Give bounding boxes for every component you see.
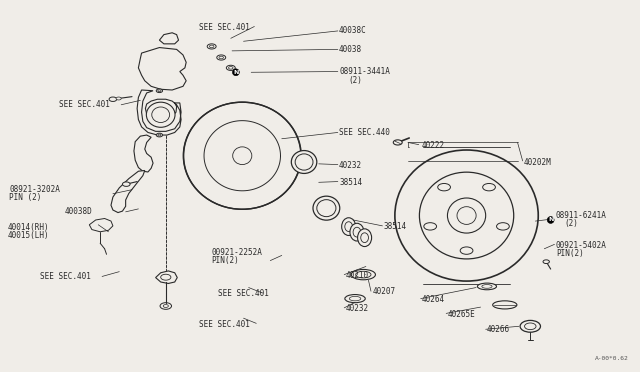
- Text: SEE SEC.401: SEE SEC.401: [40, 272, 90, 281]
- Circle shape: [228, 67, 233, 69]
- Text: 08911-6241A: 08911-6241A: [556, 211, 607, 220]
- Polygon shape: [159, 33, 179, 44]
- Ellipse shape: [317, 200, 336, 217]
- Circle shape: [207, 44, 216, 49]
- Text: N: N: [233, 70, 239, 75]
- Text: 40015(LH): 40015(LH): [8, 231, 49, 240]
- Text: 08921-3202A: 08921-3202A: [9, 185, 60, 194]
- Ellipse shape: [351, 269, 376, 280]
- Text: 40202M: 40202M: [524, 157, 552, 167]
- Ellipse shape: [342, 218, 356, 235]
- Text: 40222: 40222: [422, 141, 445, 150]
- Ellipse shape: [419, 172, 514, 259]
- Ellipse shape: [353, 227, 361, 237]
- Circle shape: [438, 183, 451, 191]
- Circle shape: [217, 55, 226, 60]
- Polygon shape: [138, 48, 186, 90]
- Polygon shape: [90, 218, 113, 232]
- Text: PIN(2): PIN(2): [556, 249, 584, 258]
- Circle shape: [161, 274, 171, 280]
- Circle shape: [116, 97, 121, 100]
- Text: SEE SEC.440: SEE SEC.440: [339, 128, 390, 137]
- Circle shape: [525, 323, 536, 330]
- Text: 40038: 40038: [339, 45, 362, 54]
- Text: (2): (2): [349, 76, 362, 85]
- Polygon shape: [137, 90, 181, 135]
- Ellipse shape: [147, 102, 175, 127]
- Ellipse shape: [477, 283, 497, 290]
- Ellipse shape: [358, 229, 372, 247]
- Circle shape: [158, 90, 161, 92]
- Text: SEE SEC.401: SEE SEC.401: [199, 23, 250, 32]
- Text: 40038D: 40038D: [65, 207, 93, 217]
- Circle shape: [424, 223, 436, 230]
- Circle shape: [156, 89, 163, 93]
- Circle shape: [483, 183, 495, 191]
- Text: 00921-2252A: 00921-2252A: [212, 248, 262, 257]
- Polygon shape: [134, 135, 153, 172]
- Ellipse shape: [349, 296, 361, 301]
- Circle shape: [497, 223, 509, 230]
- Text: SEE SEC.401: SEE SEC.401: [199, 320, 250, 329]
- Text: 40014(RH): 40014(RH): [8, 223, 49, 232]
- Circle shape: [209, 45, 214, 48]
- Text: 40265E: 40265E: [447, 310, 475, 319]
- Circle shape: [394, 140, 402, 145]
- Ellipse shape: [356, 271, 371, 278]
- Text: SEE SEC.401: SEE SEC.401: [218, 289, 269, 298]
- Text: (2): (2): [564, 219, 579, 228]
- Ellipse shape: [457, 207, 476, 224]
- Ellipse shape: [447, 198, 486, 233]
- Text: 40232: 40232: [346, 304, 369, 313]
- Text: 40266: 40266: [487, 326, 510, 334]
- Text: 38514: 38514: [384, 222, 407, 231]
- Ellipse shape: [395, 150, 538, 281]
- Ellipse shape: [295, 154, 313, 170]
- Ellipse shape: [313, 196, 340, 220]
- Ellipse shape: [350, 223, 364, 241]
- Ellipse shape: [345, 295, 365, 303]
- Text: 40232: 40232: [339, 161, 362, 170]
- Polygon shape: [156, 271, 177, 283]
- Circle shape: [227, 65, 236, 70]
- Ellipse shape: [361, 233, 369, 243]
- Circle shape: [543, 260, 549, 263]
- Ellipse shape: [493, 301, 517, 309]
- Circle shape: [158, 134, 161, 136]
- Ellipse shape: [345, 222, 353, 231]
- Circle shape: [109, 97, 116, 102]
- Text: N: N: [548, 218, 554, 222]
- Text: SEE SEC.401: SEE SEC.401: [59, 100, 109, 109]
- Text: PIN (2): PIN (2): [9, 193, 42, 202]
- Ellipse shape: [291, 151, 317, 173]
- Text: 40207: 40207: [372, 288, 396, 296]
- Ellipse shape: [152, 107, 170, 122]
- Ellipse shape: [183, 102, 301, 209]
- Circle shape: [460, 247, 473, 254]
- Circle shape: [520, 320, 540, 332]
- Text: A-00*0.62: A-00*0.62: [595, 356, 629, 361]
- Text: 00921-5402A: 00921-5402A: [556, 241, 607, 250]
- Text: 40038C: 40038C: [339, 26, 367, 35]
- Polygon shape: [111, 170, 145, 212]
- Circle shape: [219, 56, 223, 59]
- Text: 40264: 40264: [422, 295, 445, 304]
- Text: 40210: 40210: [346, 271, 369, 280]
- Circle shape: [163, 305, 168, 308]
- Text: 38514: 38514: [339, 178, 362, 187]
- Circle shape: [160, 303, 172, 310]
- Circle shape: [122, 182, 130, 186]
- Ellipse shape: [233, 147, 252, 164]
- Text: PIN(2): PIN(2): [212, 256, 239, 265]
- Text: 08911-3441A: 08911-3441A: [339, 67, 390, 76]
- Circle shape: [156, 133, 163, 137]
- Ellipse shape: [482, 285, 492, 288]
